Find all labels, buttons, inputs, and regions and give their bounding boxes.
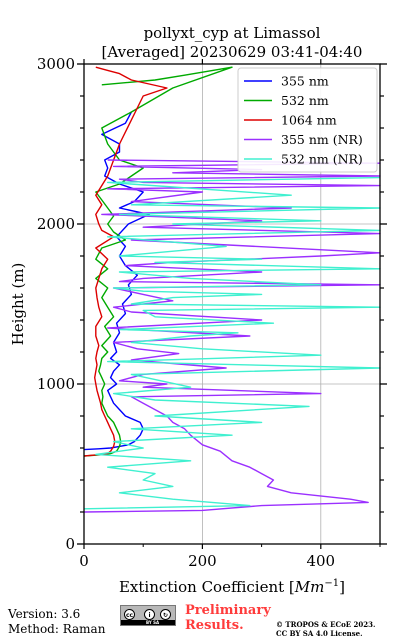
- x-axis-label: Extinction Coefficient [Mm−1]: [119, 578, 345, 596]
- license-text: CC BY SA 4.0 License.: [276, 629, 363, 638]
- y-tick-label: 3000: [37, 55, 75, 73]
- legend-label: 355 nm (NR): [281, 132, 363, 147]
- y-tick-label: 2000: [37, 215, 75, 233]
- legend-label: 532 nm: [281, 93, 329, 108]
- results-label: Results.: [185, 618, 244, 633]
- x-tick-label: 400: [306, 552, 335, 570]
- y-tick-label: 0: [65, 535, 75, 553]
- axis-ticks: 0 200 400 0 1000 2000 3000: [37, 55, 387, 570]
- series-line-355-nm: [83, 111, 150, 451]
- y-tick-label: 1000: [37, 375, 75, 393]
- chart-title-line2: [Averaged] 20230629 03:41-04:40: [102, 43, 363, 61]
- preliminary-label: Preliminary: [185, 603, 271, 618]
- series-group: [83, 66, 381, 513]
- legend-label: 1064 nm: [281, 113, 337, 128]
- method-text: Method: Raman: [8, 622, 106, 636]
- version-text: Version: 3.6: [8, 607, 81, 621]
- legend-label: 532 nm (NR): [281, 152, 363, 167]
- legend-label: 355 nm: [281, 74, 329, 89]
- extinction-chart: pollyxt_cyp at Limassol [Averaged] 20230…: [9, 24, 387, 596]
- cc-license-badge-icon: cc i ↻ BY SA: [120, 605, 176, 626]
- series-line-532-nr-: [83, 176, 381, 510]
- series-line-532-nm: [83, 66, 233, 457]
- cc-logo-icon: cc: [124, 609, 135, 620]
- plot-frame: [83, 63, 381, 545]
- by-attribution-icon: i: [144, 609, 155, 620]
- legend-box: [237, 67, 378, 173]
- x-tick-label: 200: [188, 552, 217, 570]
- y-axis-label: Height (m): [9, 263, 27, 346]
- chart-title-line1: pollyxt_cyp at Limassol: [144, 24, 321, 42]
- x-tick-label: 0: [79, 552, 89, 570]
- series-line-355-nr-: [83, 159, 381, 513]
- copyright-text: © TROPOS & ECoE 2023.: [276, 620, 376, 629]
- legend: 355 nm 532 nm 1064 nm 355 nm (NR) 532 nm (NR…: [237, 67, 378, 173]
- series-line-1064-nm: [83, 66, 168, 457]
- cc-badge-text: BY SA: [146, 620, 160, 625]
- share-alike-icon: ↻: [160, 609, 171, 620]
